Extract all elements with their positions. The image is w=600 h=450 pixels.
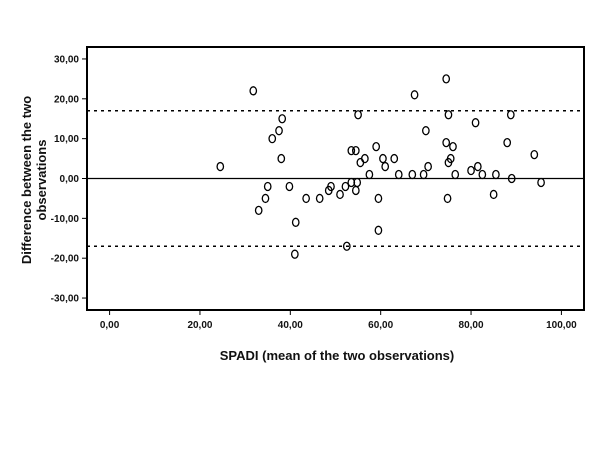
data-point	[361, 153, 369, 164]
data-point	[444, 110, 453, 120]
data-point	[354, 110, 362, 120]
y-tick-label: -30,00	[51, 294, 80, 305]
x-tick-label: 0,00	[100, 320, 120, 331]
x-tick-label: 20,00	[187, 320, 212, 331]
data-point	[446, 153, 455, 164]
y-tick-label: 30,00	[54, 54, 79, 65]
data-point	[277, 153, 286, 164]
x-tick-label: 100,00	[546, 320, 577, 331]
data-point	[442, 137, 451, 148]
data-point	[419, 169, 428, 180]
y-tick-label: -20,00	[51, 254, 80, 265]
data-point	[451, 169, 460, 180]
data-point	[261, 193, 270, 204]
data-point	[327, 181, 335, 192]
data-point	[291, 217, 300, 227]
data-point	[290, 249, 299, 259]
data-point	[351, 145, 360, 156]
data-point	[489, 189, 498, 200]
data-point	[353, 177, 362, 188]
data-point	[449, 141, 457, 152]
data-point	[268, 134, 277, 144]
plot-area: 0,00 20,00 40,00 60,00 80,00 100,00 30,00 20,00…	[51, 46, 585, 331]
y-tick-label: 10,00	[54, 134, 79, 145]
data-point	[381, 161, 390, 172]
data-point	[285, 181, 294, 192]
data-point	[342, 241, 351, 251]
y-tick-label: -10,00	[51, 214, 80, 225]
y-tick-label: 20,00	[54, 94, 79, 105]
data-point	[473, 161, 482, 172]
data-point	[506, 110, 515, 120]
x-tick-label: 80,00	[459, 320, 484, 331]
data-point	[422, 126, 430, 136]
data-point	[254, 205, 263, 216]
data-point	[394, 169, 403, 180]
data-point	[390, 153, 399, 164]
data-point	[216, 161, 225, 172]
data-point	[471, 118, 480, 128]
data-point	[478, 169, 487, 180]
data-point	[249, 86, 258, 96]
data-point	[530, 149, 539, 160]
data-point	[410, 90, 419, 100]
data-point	[408, 169, 417, 180]
x-tick-label: 40,00	[278, 320, 303, 331]
data-point	[336, 189, 344, 200]
data-point	[443, 193, 452, 204]
data-point	[278, 114, 287, 124]
data-point	[365, 169, 374, 180]
data-point	[374, 225, 383, 235]
data-point	[379, 153, 387, 164]
x-tick-label: 60,00	[368, 320, 393, 331]
data-point	[424, 161, 432, 172]
data-point	[372, 141, 381, 152]
data-point	[537, 177, 545, 188]
data-point	[503, 137, 512, 148]
data-point	[302, 193, 310, 204]
y-axis-title-line-1: Difference between the two	[19, 96, 34, 264]
data-point	[341, 181, 350, 192]
data-point	[442, 74, 451, 84]
x-axis-title: SPADI (mean of the two observations)	[220, 348, 455, 363]
data-point	[347, 145, 356, 156]
data-point	[315, 193, 324, 204]
y-tick-label: 0,00	[60, 174, 80, 185]
data-point	[374, 193, 383, 204]
data-point	[275, 126, 283, 136]
data-point	[492, 169, 500, 180]
data-point	[467, 165, 475, 176]
data-point	[507, 173, 516, 184]
y-axis-title-line-2: observations	[34, 140, 49, 221]
data-point	[263, 181, 272, 192]
y-axis-title: Difference between the two observations	[19, 96, 49, 264]
